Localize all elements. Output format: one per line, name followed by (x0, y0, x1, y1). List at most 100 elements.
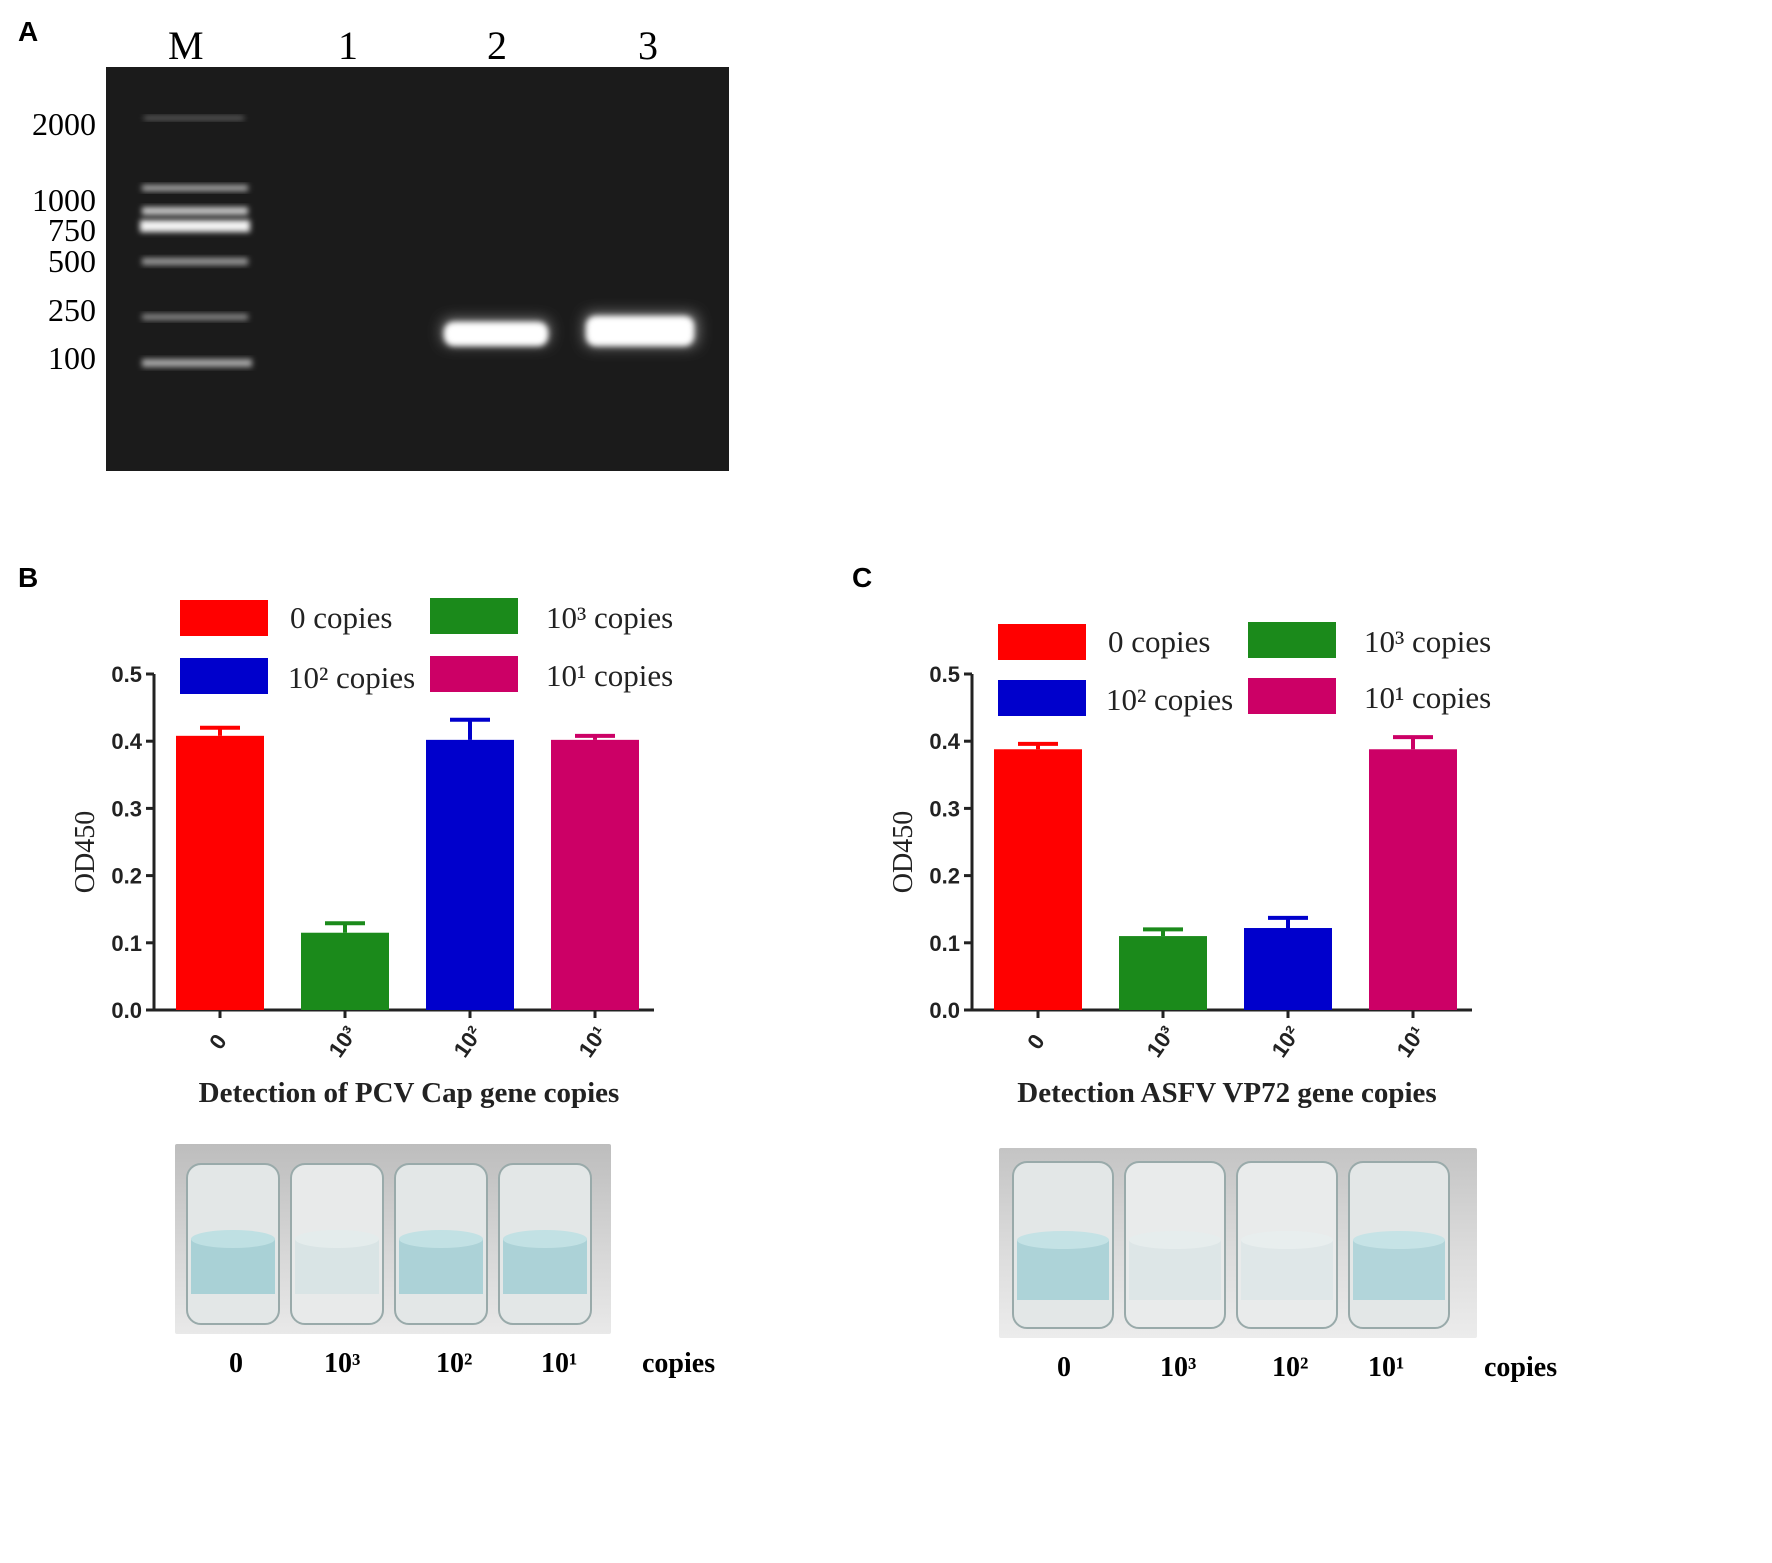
legend-swatch (430, 598, 518, 634)
vial-0 (1012, 1161, 1114, 1329)
ladder-band-250 (142, 314, 248, 320)
x-tick-label: 10² (1266, 1022, 1305, 1062)
legend: 0 copies 10³ copies 10² copies 10¹ copies (998, 622, 1491, 717)
legend-swatch (1248, 678, 1336, 714)
lane-2-band (444, 322, 548, 346)
vial-label-pcv-100: 10² (436, 1348, 473, 1379)
chart-asfv-vp72: 0 copies 10³ copies 10² copies 10¹ copies 0.… (888, 622, 1491, 1109)
y-tick-label: 0.3 (929, 796, 960, 821)
legend-label: 10² copies (1106, 682, 1233, 717)
lane-label-m: M (168, 23, 204, 68)
x-tick-label: 0 (204, 1030, 232, 1054)
marker-size-100: 100 (48, 340, 96, 376)
y-tick-label: 0.0 (929, 998, 960, 1023)
lane-label-3: 3 (638, 23, 658, 68)
x-tick-label: 10¹ (1391, 1022, 1430, 1062)
vial-label-pcv-1000: 10³ (324, 1348, 361, 1379)
bar-2 (1244, 928, 1332, 1010)
vials-photo-asfv (999, 1148, 1477, 1338)
legend-label: 10¹ copies (1364, 680, 1491, 715)
x-tick-label: 10¹ (573, 1022, 612, 1062)
y-tick-label: 0.3 (111, 796, 142, 821)
y-tick-label: 0.4 (929, 729, 960, 754)
legend-label: 10³ copies (546, 600, 673, 635)
vial-unit-pcv: copies (642, 1348, 716, 1379)
panel-c-letter: C (852, 562, 873, 593)
legend-label: 0 copies (290, 600, 392, 635)
vial-100 (394, 1163, 488, 1325)
vial-label-asfv-100: 10² (1272, 1352, 1309, 1383)
marker-size-250: 250 (48, 292, 96, 328)
panel-a-letter: A (18, 16, 39, 47)
marker-size-500: 500 (48, 243, 96, 279)
chart-pcv-cap: 0 copies 10³ copies 10² copies 10¹ copies 0.… (70, 598, 673, 1109)
vial-0 (186, 1163, 280, 1325)
y-tick-label: 0.1 (929, 931, 960, 956)
gel-background (106, 67, 729, 471)
vials-illustration-asfv (999, 1148, 1477, 1338)
sample-bands (442, 313, 698, 347)
vial-1000 (1124, 1161, 1226, 1329)
marker-size-1000: 1000 (32, 182, 96, 218)
vial-label-asfv-1000: 10³ (1160, 1352, 1197, 1383)
y-tick-label: 0.0 (111, 998, 142, 1023)
x-tick-label: 10³ (1141, 1022, 1180, 1062)
legend-swatch (180, 600, 268, 636)
vial-1000 (290, 1163, 384, 1325)
marker-size-2000: 2000 (32, 106, 96, 142)
legend-swatch (998, 624, 1086, 660)
x-tick-label: 0 (1022, 1030, 1050, 1054)
ladder-lane (140, 116, 252, 367)
bar-1 (1119, 936, 1207, 1010)
x-axis-label: Detection ASFV VP72 gene copies (1017, 1077, 1436, 1109)
legend: 0 copies 10³ copies 10² copies 10¹ copies (180, 598, 673, 695)
ladder-band-750 (140, 220, 250, 232)
y-tick-label: 0.2 (111, 864, 142, 889)
vial-10 (498, 1163, 592, 1325)
legend-label: 10¹ copies (546, 658, 673, 693)
ladder-band-1500 (142, 185, 248, 191)
y-tick-label: 0.1 (111, 931, 142, 956)
bar-2 (426, 739, 514, 1010)
bar-1 (301, 932, 389, 1010)
y-axis-label: OD450 (888, 811, 919, 893)
y-tick-label: 0.5 (929, 662, 960, 687)
bar-0 (176, 735, 264, 1010)
legend-label: 0 copies (1108, 624, 1210, 659)
vial-label-asfv-0: 0 (1057, 1352, 1071, 1383)
y-tick-label: 0.4 (111, 729, 142, 754)
x-axis-label: Detection of PCV Cap gene copies (199, 1077, 620, 1109)
ladder-band-2000 (144, 116, 244, 120)
panel-b-letter: B (18, 562, 39, 593)
ladder-band-500 (142, 258, 248, 265)
vials-photo-pcv (175, 1144, 611, 1334)
lane-label-2: 2 (487, 23, 507, 68)
x-tick-label: 10² (448, 1022, 487, 1062)
lane-3-band (586, 316, 694, 346)
vial-label-pcv-10: 10¹ (541, 1348, 578, 1379)
vials-illustration-pcv (175, 1144, 611, 1334)
legend-swatch (998, 680, 1086, 716)
bar-0 (994, 749, 1082, 1010)
legend-swatch (1248, 622, 1336, 658)
vial-label-asfv-10: 10¹ (1368, 1352, 1405, 1383)
vial-unit-asfv: copies (1484, 1352, 1558, 1383)
lane-label-1: 1 (338, 23, 358, 68)
legend-label: 10² copies (288, 660, 415, 695)
bar-3 (551, 739, 639, 1010)
bar-3 (1369, 749, 1457, 1010)
y-axis-label: OD450 (70, 811, 101, 893)
vial-100 (1236, 1161, 1338, 1329)
bars (994, 735, 1457, 1010)
vial-10 (1348, 1161, 1450, 1329)
x-tick-label: 10³ (323, 1022, 362, 1062)
y-tick-label: 0.2 (929, 864, 960, 889)
ladder-band-100 (142, 359, 252, 367)
bars (176, 717, 639, 1010)
y-tick-label: 0.5 (111, 662, 142, 687)
gel-image (106, 67, 729, 471)
legend-swatch (430, 656, 518, 692)
ladder-band-1000 (142, 207, 248, 215)
marker-size-750: 750 (48, 212, 96, 248)
vial-label-pcv-0: 0 (229, 1348, 243, 1379)
